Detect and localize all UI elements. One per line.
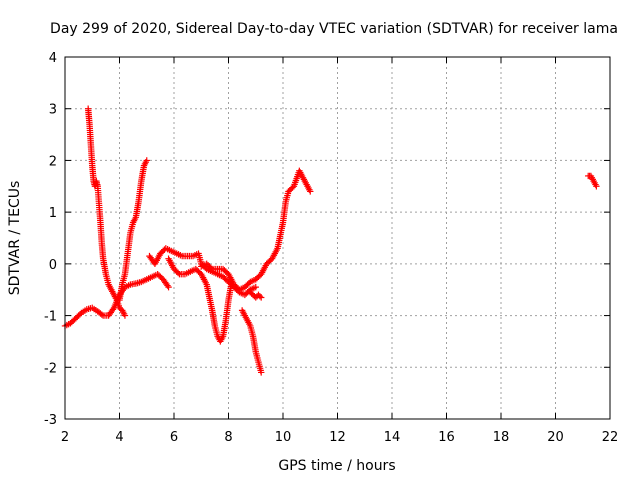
x-tick-label: 16 — [438, 430, 455, 445]
grid — [65, 57, 610, 419]
data-point — [143, 157, 150, 164]
data-point — [256, 292, 264, 300]
x-tick-label: 22 — [602, 430, 619, 445]
y-tick-label: -3 — [44, 413, 57, 428]
data-point — [289, 184, 296, 191]
y-tick-label: -2 — [44, 361, 57, 376]
data-point — [174, 269, 182, 277]
x-tick-label: 10 — [275, 430, 292, 445]
x-tick-label: 8 — [224, 430, 232, 445]
x-tick-label: 20 — [547, 430, 564, 445]
data-point — [307, 188, 314, 195]
data-point — [121, 312, 129, 319]
plot-frame — [64, 56, 611, 420]
data-point — [593, 183, 600, 190]
data-point — [98, 311, 105, 318]
data-points — [61, 105, 600, 376]
x-tick-label: 2 — [61, 430, 69, 445]
x-tick-label: 4 — [115, 430, 123, 445]
chart-title: Day 299 of 2020, Sidereal Day-to-day VTE… — [50, 21, 618, 37]
y-tick-label: -1 — [44, 310, 57, 325]
y-tick-label: 4 — [49, 51, 57, 66]
x-axis-label: GPS time / hours — [278, 458, 395, 474]
x-tick-label: 6 — [170, 430, 178, 445]
data-point — [258, 369, 265, 376]
y-tick-label: 0 — [49, 258, 57, 273]
y-tick-label: 2 — [49, 154, 57, 169]
data-point — [165, 283, 172, 291]
y-axis-label: SDTVAR / TECUs — [7, 181, 23, 296]
x-tick-label: 14 — [384, 430, 401, 445]
data-point — [207, 264, 214, 271]
data-point — [252, 283, 259, 291]
y-tick-label: 3 — [49, 103, 57, 118]
x-tick-label: 18 — [493, 430, 510, 445]
data-point — [258, 294, 265, 301]
y-tick-label: 1 — [49, 206, 57, 221]
x-tick-label: 12 — [329, 430, 346, 445]
